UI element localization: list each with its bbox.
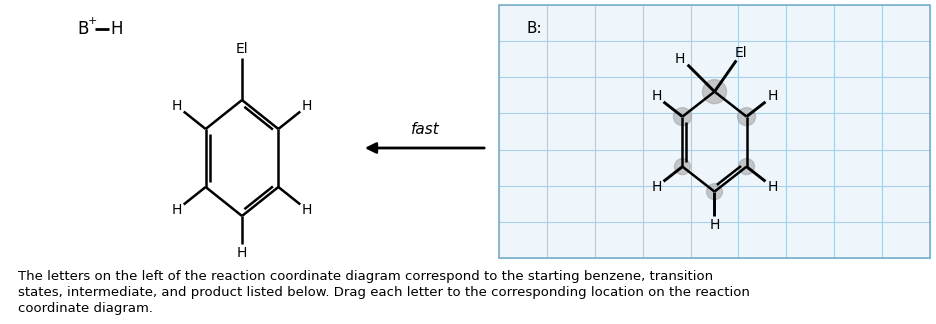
- Text: H: H: [301, 99, 313, 113]
- Circle shape: [673, 108, 691, 126]
- Text: states, intermediate, and product listed below. Drag each letter to the correspo: states, intermediate, and product listed…: [18, 286, 749, 299]
- Circle shape: [702, 80, 725, 104]
- Text: fast: fast: [410, 122, 439, 137]
- Text: B:: B:: [526, 21, 542, 36]
- Text: H: H: [171, 99, 182, 113]
- Text: H: H: [301, 203, 313, 217]
- Bar: [499, 5, 929, 258]
- Text: H: H: [651, 180, 661, 194]
- Text: H: H: [651, 89, 661, 103]
- Text: B: B: [78, 20, 89, 38]
- Text: H: H: [110, 20, 124, 38]
- Text: H: H: [767, 180, 777, 194]
- Circle shape: [674, 159, 690, 175]
- Text: H: H: [171, 203, 182, 217]
- Circle shape: [737, 108, 754, 126]
- Text: H: H: [767, 89, 777, 103]
- Text: The letters on the left of the reaction coordinate diagram correspond to the sta: The letters on the left of the reaction …: [18, 270, 712, 283]
- Circle shape: [706, 184, 722, 200]
- Text: H: H: [709, 218, 719, 232]
- Circle shape: [738, 159, 753, 175]
- Text: El: El: [734, 46, 747, 61]
- Text: H: H: [674, 52, 684, 66]
- Text: coordinate diagram.: coordinate diagram.: [18, 302, 153, 315]
- Text: +: +: [87, 16, 96, 26]
- Text: El: El: [236, 42, 248, 56]
- Bar: [499, 5, 929, 258]
- Text: H: H: [237, 246, 247, 260]
